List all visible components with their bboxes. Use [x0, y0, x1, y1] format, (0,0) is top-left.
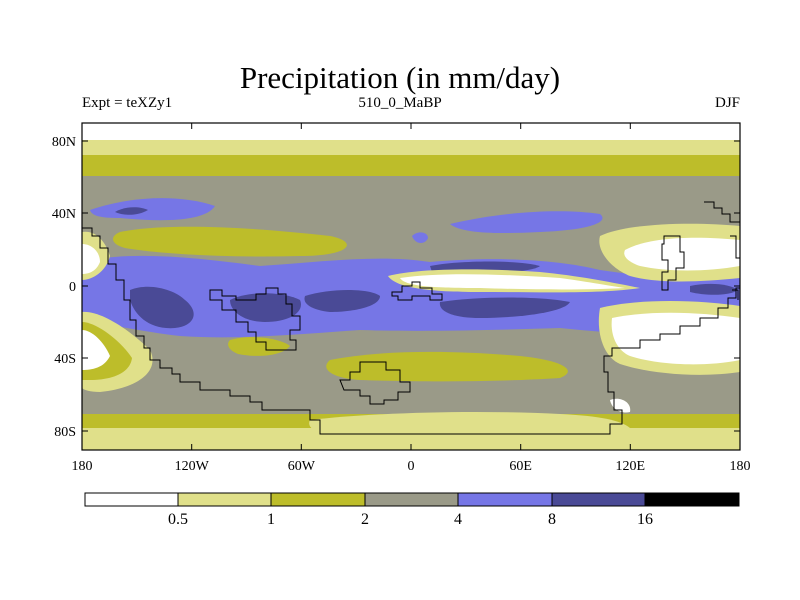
equatorial-island-outline: [391, 281, 443, 301]
north-pacific-olive: [113, 226, 347, 257]
tropical-core-atlantic: [304, 290, 380, 312]
atlantic-blue-patch: [412, 232, 428, 243]
lon-label-60w: 60W: [288, 459, 316, 474]
east-dry-south-white: [611, 312, 740, 365]
lat-label-80n: 80N: [52, 135, 76, 150]
lat-label-40s: 40S: [54, 352, 76, 367]
north-storm-core: [115, 207, 148, 215]
experiment-label: Expt = teXZy1: [82, 95, 173, 111]
west-continent-outline: [82, 227, 740, 435]
south-light-floe: [309, 412, 630, 439]
lon-label-180e: 180: [730, 459, 751, 474]
lat-label-80s: 80S: [54, 425, 76, 440]
period-label: 510_0_MaBP: [358, 95, 442, 111]
colorbar-box-6: [644, 492, 740, 507]
colorbar-level-2: 2: [361, 511, 369, 528]
lon-label-0: 0: [408, 459, 415, 474]
coastlines: [82, 201, 740, 435]
lat-axis: [82, 140, 740, 432]
colorbar-level-16: 16: [637, 511, 653, 528]
colorbar-level-0.5: 0.5: [168, 511, 188, 528]
coast-white-patch: [610, 398, 631, 413]
lat-label-eq: 0: [69, 280, 76, 295]
south-olive-center: [326, 351, 568, 382]
central-island-outline: [339, 361, 411, 405]
lon-label-180w: 180: [72, 459, 93, 474]
season-label: DJF: [714, 95, 740, 111]
lat-label-40n: 40N: [52, 207, 76, 222]
colorbar-box-2: [270, 492, 366, 507]
east-dry-north-white: [624, 237, 740, 271]
band-north-olive: [82, 155, 740, 179]
colorbar-level-8: 8: [548, 511, 556, 528]
band-pole-north: [82, 123, 740, 145]
east-continent-north-outline: [661, 235, 685, 291]
colorbar: [84, 492, 740, 507]
colorbar-level-4: 4: [454, 511, 462, 528]
colorbar-box-0: [84, 492, 179, 507]
tropical-core-west: [130, 286, 194, 329]
colorbar-box-5: [551, 492, 646, 507]
east-continent-east-outline: [730, 235, 740, 300]
colorbar-box-4: [457, 492, 553, 507]
map-title: Precipitation (in mm/day): [239, 60, 561, 95]
east-storm-track: [450, 211, 603, 234]
tropical-core-far-east: [690, 283, 738, 295]
tropical-landmass-outline: [209, 287, 301, 351]
precip-field: [82, 123, 740, 450]
colorbar-box-3: [364, 492, 459, 507]
north-storm-track: [90, 198, 215, 221]
west-north-white: [82, 244, 100, 274]
lon-label-120e: 120E: [616, 459, 646, 474]
colorbar-box-1: [177, 492, 272, 507]
colorbar-level-1: 1: [267, 511, 275, 528]
tropical-core-east: [439, 297, 570, 318]
dry-tongue-white: [400, 274, 625, 290]
lon-axis: [191, 123, 631, 450]
west-south-white: [82, 330, 110, 370]
east-continent-coast-outline: [704, 201, 740, 223]
lon-label-60e: 60E: [509, 459, 532, 474]
lon-label-120w: 120W: [175, 459, 210, 474]
south-olive-west: [228, 337, 290, 356]
